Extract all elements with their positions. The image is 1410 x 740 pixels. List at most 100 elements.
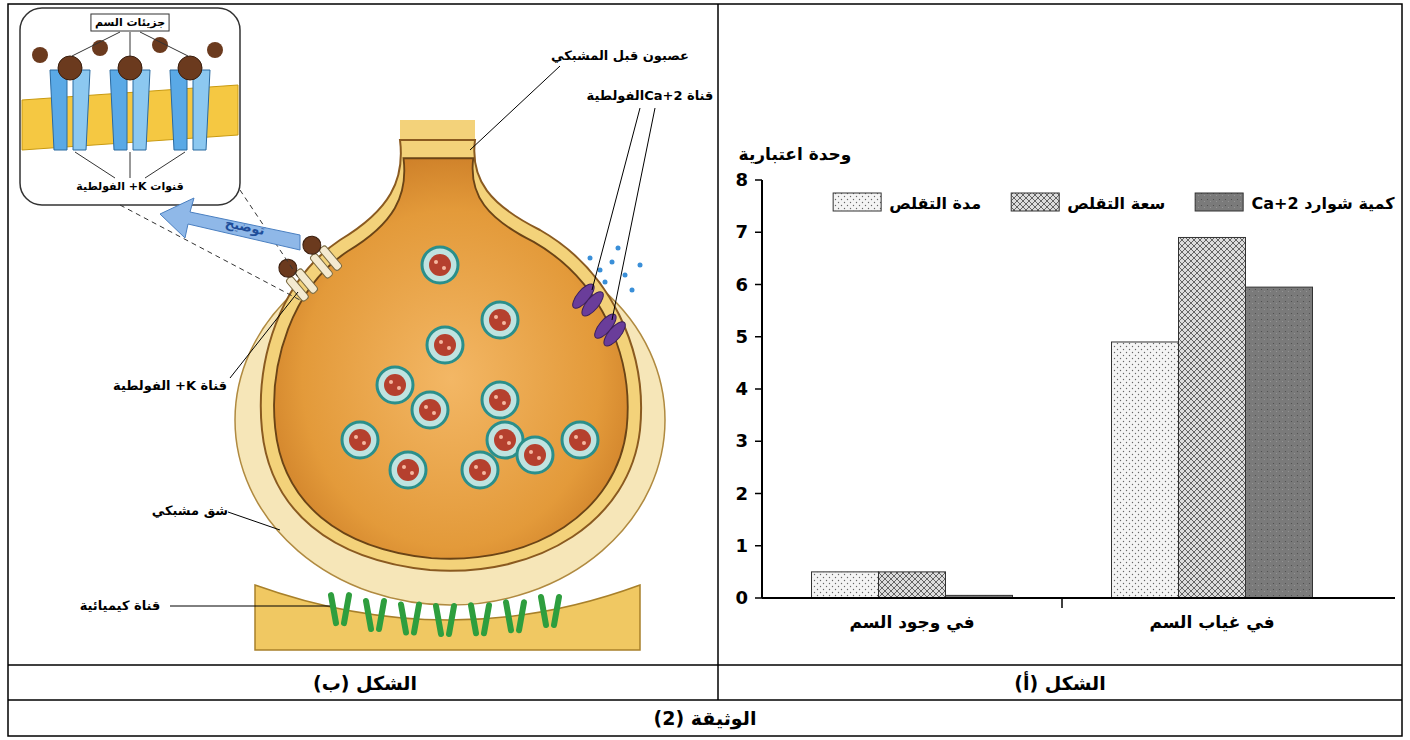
legend-label: مدة التقلص <box>889 194 981 213</box>
y-tick-label: 8 <box>735 169 748 190</box>
k-channel <box>274 255 318 302</box>
bars <box>812 237 1313 598</box>
diagram-label: قنوات K+ الفولطية <box>76 180 184 193</box>
calcium-ion <box>638 263 643 268</box>
toxin-molecule <box>299 232 324 257</box>
table-row-line <box>8 699 1402 701</box>
inset-channel-part <box>170 70 187 150</box>
vesicle-dot <box>574 435 578 439</box>
vesicle-dot <box>499 435 503 439</box>
calcium-ion <box>588 256 593 261</box>
inset-channel-part <box>133 70 150 150</box>
vesicle-dot <box>424 405 428 409</box>
vesicle-dot <box>432 411 436 415</box>
y-tick <box>755 441 762 443</box>
inset-channel-part <box>110 70 127 150</box>
table-frame <box>8 4 1402 736</box>
bar <box>1112 342 1179 598</box>
toxin-molecule <box>178 56 202 80</box>
y-tick-label: 2 <box>735 483 748 504</box>
y-tick-label: 6 <box>735 274 748 295</box>
bar <box>1179 237 1246 598</box>
vesicle-dot <box>502 321 506 325</box>
chart: وحدة اعتبارية012345678في وجود السمفي غيا… <box>735 144 1395 633</box>
synapse-diagram: جزيئات السمقنوات K+ الفولطية توضيح عصبون ق… <box>20 8 713 650</box>
vesicle-dot <box>442 266 446 270</box>
caption: الشكل (أ) <box>1014 671 1105 694</box>
axis-title: وحدة اعتبارية <box>739 144 852 165</box>
vesicle-content <box>524 444 546 466</box>
x-tick-label: في وجود السم <box>849 612 974 633</box>
vesicle-dot <box>494 315 498 319</box>
x-tick-label: في غياب السم <box>1149 612 1274 633</box>
caption: الشكل (ب) <box>313 672 417 694</box>
y-tick <box>755 336 762 338</box>
vesicle-dot <box>502 401 506 405</box>
channel-part <box>295 268 319 295</box>
diagram-label: شق مشبكي <box>152 503 228 518</box>
vesicle <box>562 422 598 458</box>
legend-label: كمية شوارد Ca+2 <box>1251 194 1395 213</box>
vesicle-content <box>397 459 419 481</box>
y-tick <box>755 284 762 286</box>
chemical-channel <box>471 605 489 633</box>
calcium-ion <box>603 280 608 285</box>
leader-line <box>170 606 330 607</box>
channel-part <box>578 289 606 320</box>
leader-line <box>592 108 655 320</box>
vesicle-dot <box>410 471 414 475</box>
leader-line <box>228 512 280 530</box>
diagram-label: قناة K+ الفولطية <box>113 378 227 393</box>
presynaptic-terminal <box>261 140 641 571</box>
y-tick-label: 1 <box>735 535 748 556</box>
vesicle <box>422 247 458 283</box>
vesicle-dot <box>537 456 541 460</box>
vesicle-content <box>349 429 371 451</box>
y-tick <box>755 493 762 495</box>
leader-line <box>75 152 185 178</box>
inset: جزيئات السمقنوات K+ الفولطية <box>20 8 240 205</box>
diagram-label: قناة Ca+2الفولطية <box>587 88 714 103</box>
y-tick-label: 3 <box>735 430 748 451</box>
vesicle-dot <box>474 465 478 469</box>
ca-channel <box>591 311 629 349</box>
vesicle-dot <box>439 340 443 344</box>
table-column-line <box>717 4 719 700</box>
inset-frame <box>20 8 240 205</box>
chemical-channel <box>541 597 559 625</box>
vesicle <box>390 452 426 488</box>
y-tick <box>755 388 762 390</box>
bar <box>812 572 879 598</box>
chemical-channel <box>331 595 349 623</box>
y-tick <box>755 597 762 599</box>
vesicle-content <box>569 429 591 451</box>
chemical-channel <box>436 606 454 634</box>
legend-label: سعة التقلص <box>1067 194 1165 213</box>
y-tick <box>755 545 762 547</box>
vesicle-dot <box>402 465 406 469</box>
channel-part <box>600 319 628 350</box>
vesicle <box>412 392 448 428</box>
calcium-ion <box>623 273 628 278</box>
calcium-ion <box>630 288 635 293</box>
vesicle-content <box>489 389 511 411</box>
inset-channel-part <box>50 70 67 150</box>
bar <box>1246 287 1313 598</box>
page: الشكل (ب)الشكل (أ)الوثيقة (2)وحدة اعتبار… <box>0 0 1410 740</box>
legend-swatch <box>1011 193 1059 211</box>
y-tick-label: 7 <box>735 221 748 242</box>
diagram-label: عصبون قبل المشبكي <box>551 48 689 63</box>
x-axis <box>762 597 1395 599</box>
toxin-molecule <box>58 56 82 80</box>
toxin-molecule <box>32 47 48 63</box>
table-border <box>8 4 1402 736</box>
vesicle-dot <box>447 346 451 350</box>
diagram-label: توضيح <box>224 215 267 238</box>
vesicle-content <box>494 429 516 451</box>
vesicle <box>462 452 498 488</box>
inset-channel-part <box>73 70 90 150</box>
vesicle-content <box>429 254 451 276</box>
vesicle-dot <box>434 260 438 264</box>
y-tick-label: 5 <box>735 326 748 347</box>
vesicle-dot <box>494 395 498 399</box>
